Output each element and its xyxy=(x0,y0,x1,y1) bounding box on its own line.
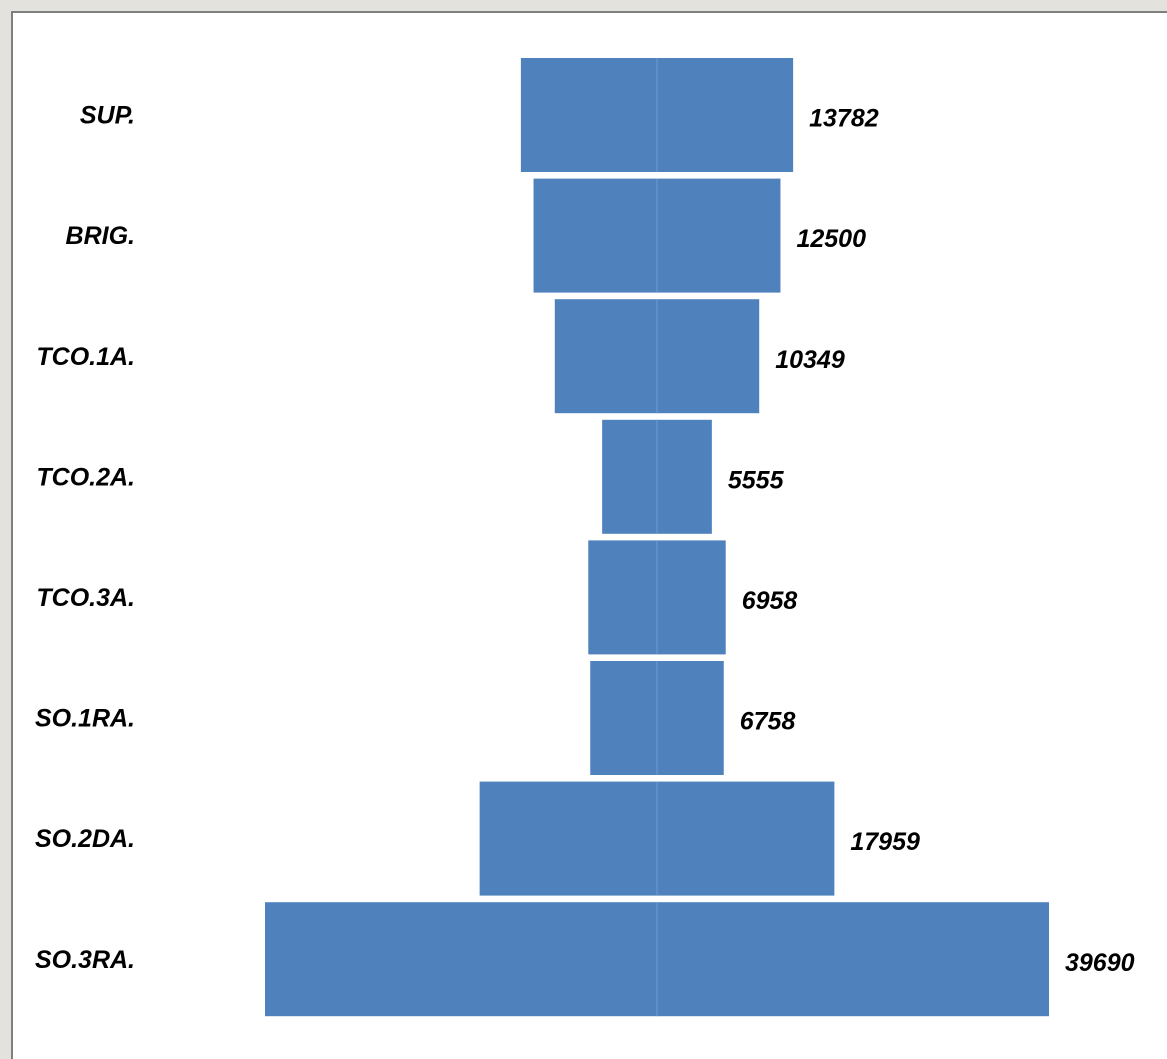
category-label: SUP. xyxy=(80,102,135,130)
category-label: TCO.1A. xyxy=(36,343,135,371)
category-label: SO.1RA. xyxy=(35,705,135,733)
category-label: BRIG. xyxy=(66,222,135,250)
data-label: 6758 xyxy=(740,708,796,736)
data-label: 5555 xyxy=(728,466,785,494)
data-label: 13782 xyxy=(809,105,879,133)
category-label: TCO.2A. xyxy=(36,463,135,491)
data-label: 6958 xyxy=(742,587,798,615)
category-label: TCO.3A. xyxy=(36,584,135,612)
data-label: 17959 xyxy=(850,828,920,856)
data-label: 10349 xyxy=(775,346,845,374)
category-label: SO.2DA. xyxy=(35,825,135,853)
category-label: SO.3RA. xyxy=(35,946,135,974)
data-label: 39690 xyxy=(1065,949,1135,977)
data-label: 12500 xyxy=(796,225,866,253)
